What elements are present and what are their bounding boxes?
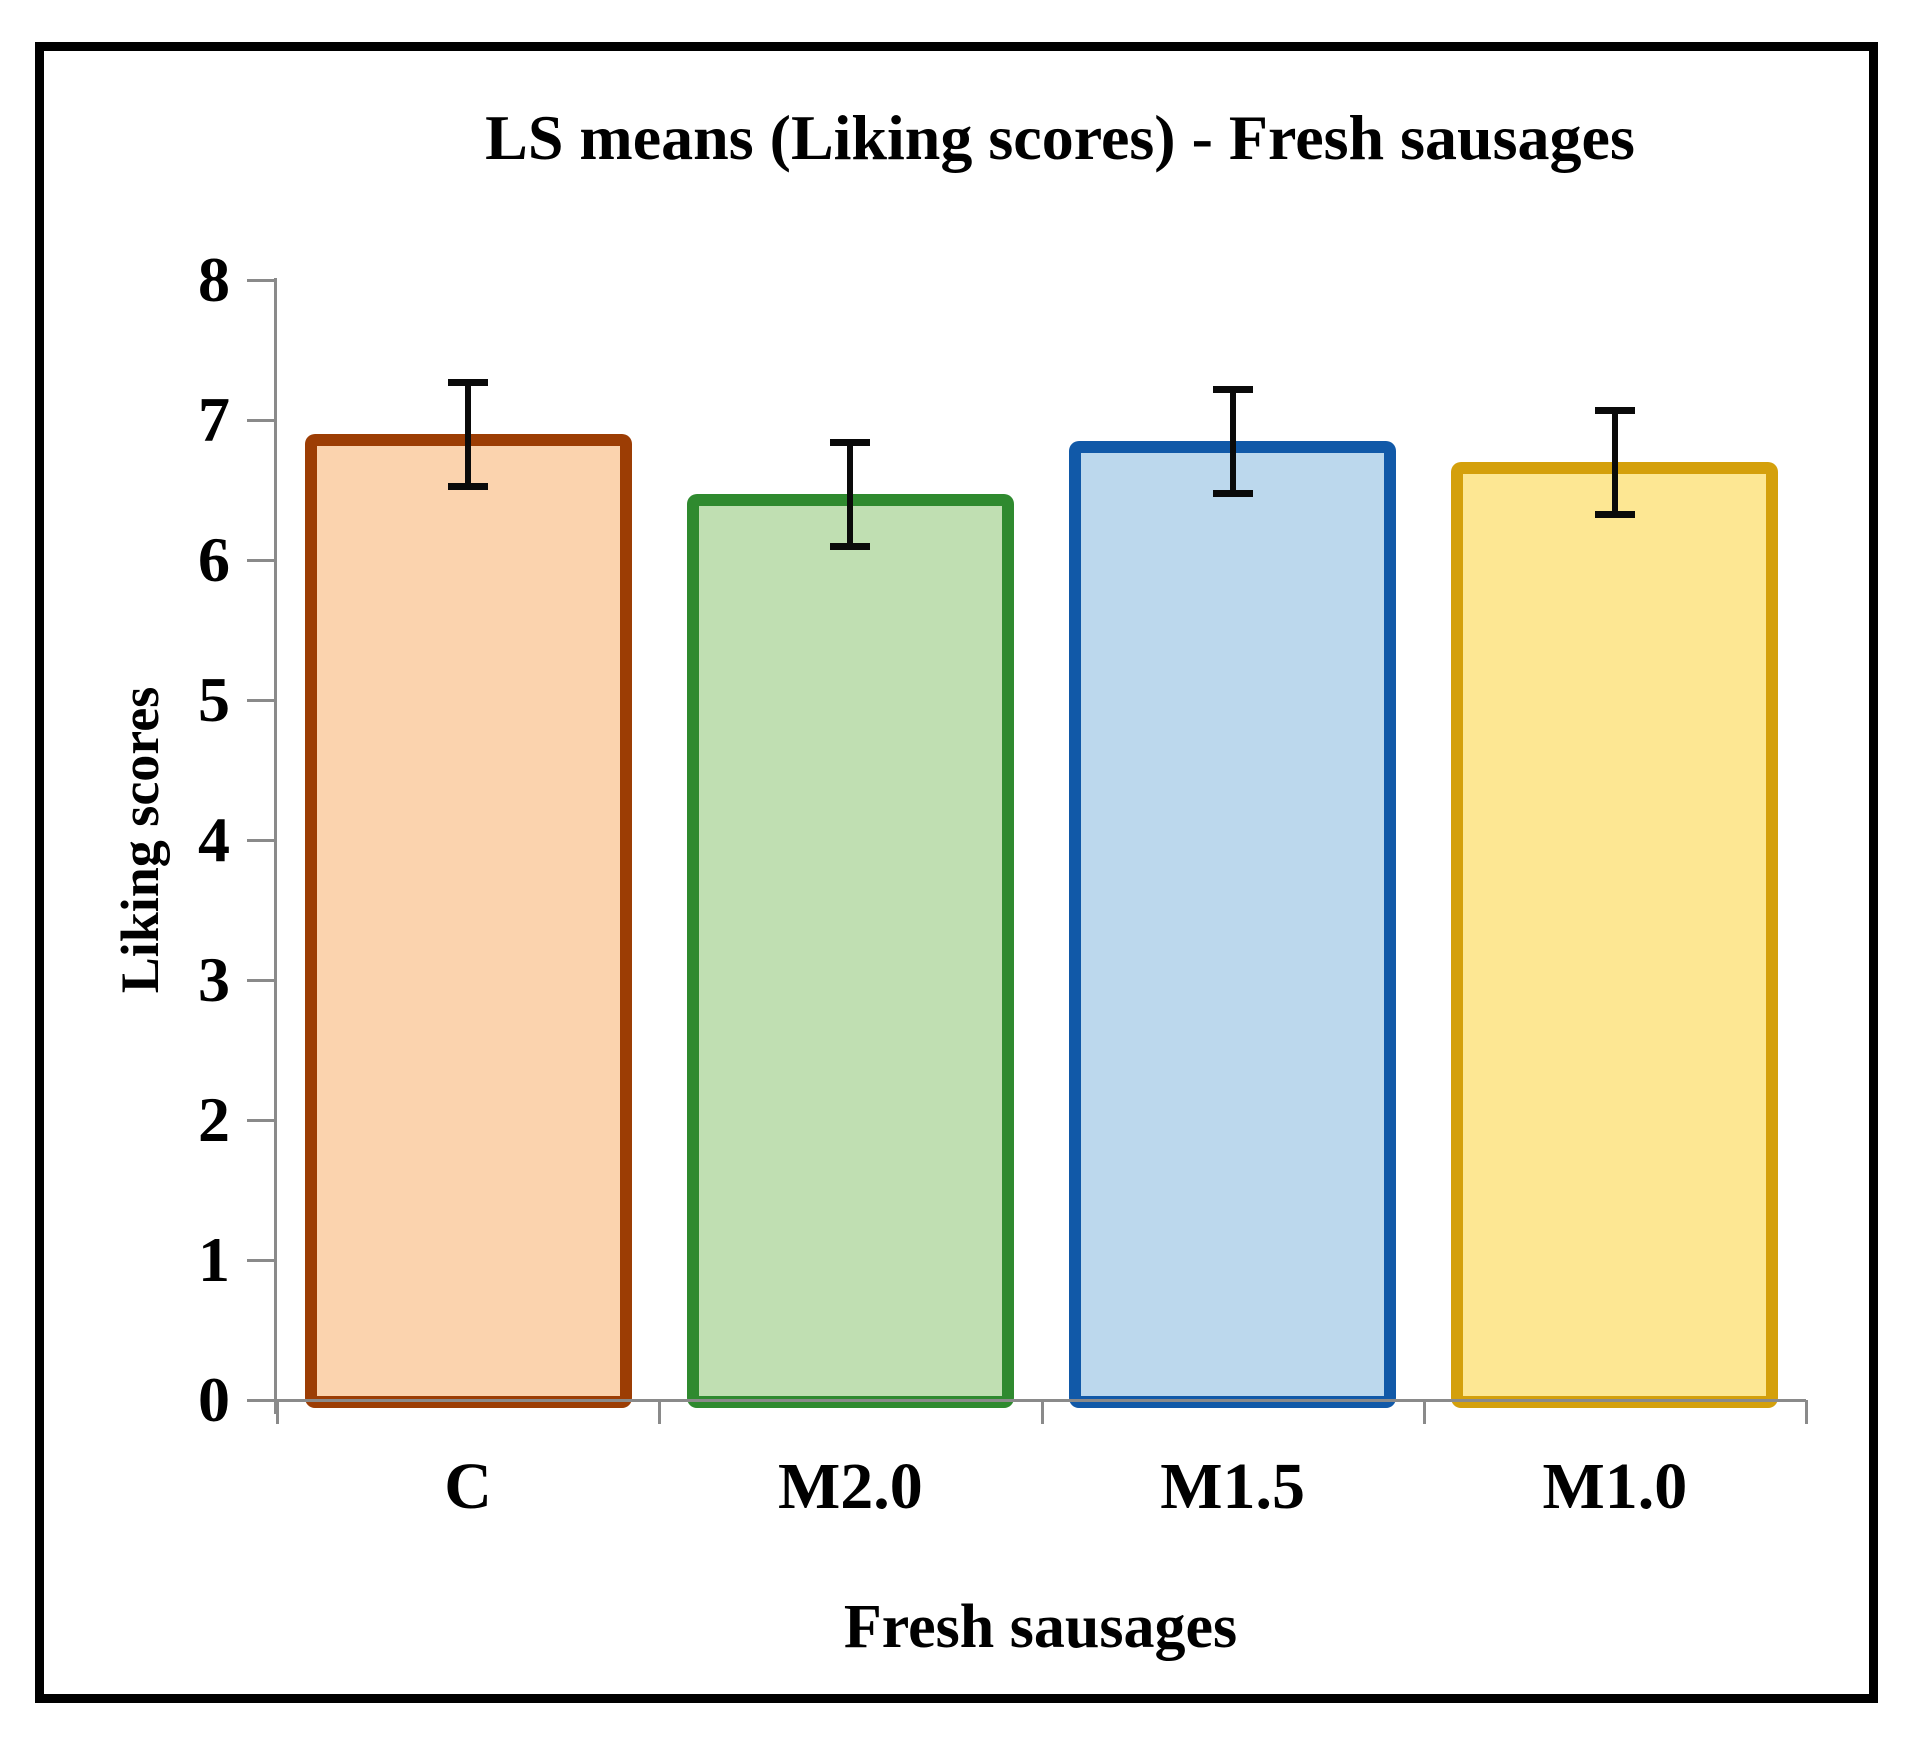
y-tick-label-3: 3 [198, 944, 230, 1015]
y-tick-7 [247, 419, 275, 422]
bar-M1.5 [1069, 441, 1397, 1408]
x-axis-title: Fresh sausages [843, 1593, 1238, 1661]
y-tick-3 [247, 979, 275, 982]
x-boundary-tick-4 [1805, 1400, 1808, 1424]
y-tick-label-7: 7 [198, 384, 230, 455]
bar-C [304, 434, 632, 1408]
error-bar-line-M1.5 [1229, 389, 1236, 493]
error-bar-top-cap-M2.0 [830, 439, 871, 447]
y-tick-6 [247, 559, 275, 562]
x-boundary-tick-0 [276, 1400, 279, 1424]
x-boundary-tick-1 [658, 1400, 662, 1424]
y-tick-2 [247, 1119, 275, 1122]
y-tick-label-4: 4 [198, 804, 230, 875]
y-tick-label-6: 6 [198, 524, 230, 595]
chart-title: LS means (Liking scores) - Fresh sausage… [485, 102, 1635, 173]
error-bar-bottom-cap-M1.5 [1212, 489, 1253, 497]
bar-M2.0 [686, 494, 1014, 1408]
x-boundary-tick-2 [1040, 1400, 1044, 1424]
y-tick-0 [247, 1399, 275, 1402]
y-axis-line [274, 278, 277, 1414]
error-bar-top-cap-M1.0 [1594, 407, 1635, 415]
y-tick-label-2: 2 [198, 1084, 230, 1155]
y-tick-4 [247, 839, 275, 842]
x-category-label-C: C [444, 1450, 492, 1523]
x-boundary-tick-3 [1422, 1400, 1426, 1424]
error-bar-bottom-cap-C [448, 482, 489, 490]
error-bar-bottom-cap-M1.0 [1594, 510, 1635, 518]
y-tick-1 [247, 1259, 275, 1262]
error-bar-line-M2.0 [847, 442, 854, 546]
y-tick-label-5: 5 [198, 664, 230, 735]
y-tick-5 [247, 699, 275, 702]
error-bar-top-cap-C [448, 379, 489, 387]
error-bar-line-M1.0 [1611, 410, 1618, 514]
x-category-label-M2.0: M2.0 [777, 1450, 923, 1523]
bar-M1.0 [1451, 462, 1779, 1408]
x-category-label-M1.5: M1.5 [1160, 1450, 1306, 1523]
y-tick-label-8: 8 [198, 244, 230, 315]
error-bar-top-cap-M1.5 [1212, 386, 1253, 394]
error-bar-line-C [465, 382, 472, 486]
y-tick-label-1: 1 [198, 1224, 230, 1295]
error-bar-bottom-cap-M2.0 [830, 543, 871, 550]
y-tick-label-0: 0 [198, 1364, 230, 1435]
y-tick-8 [247, 279, 275, 282]
x-category-label-M1.0: M1.0 [1542, 1450, 1688, 1523]
